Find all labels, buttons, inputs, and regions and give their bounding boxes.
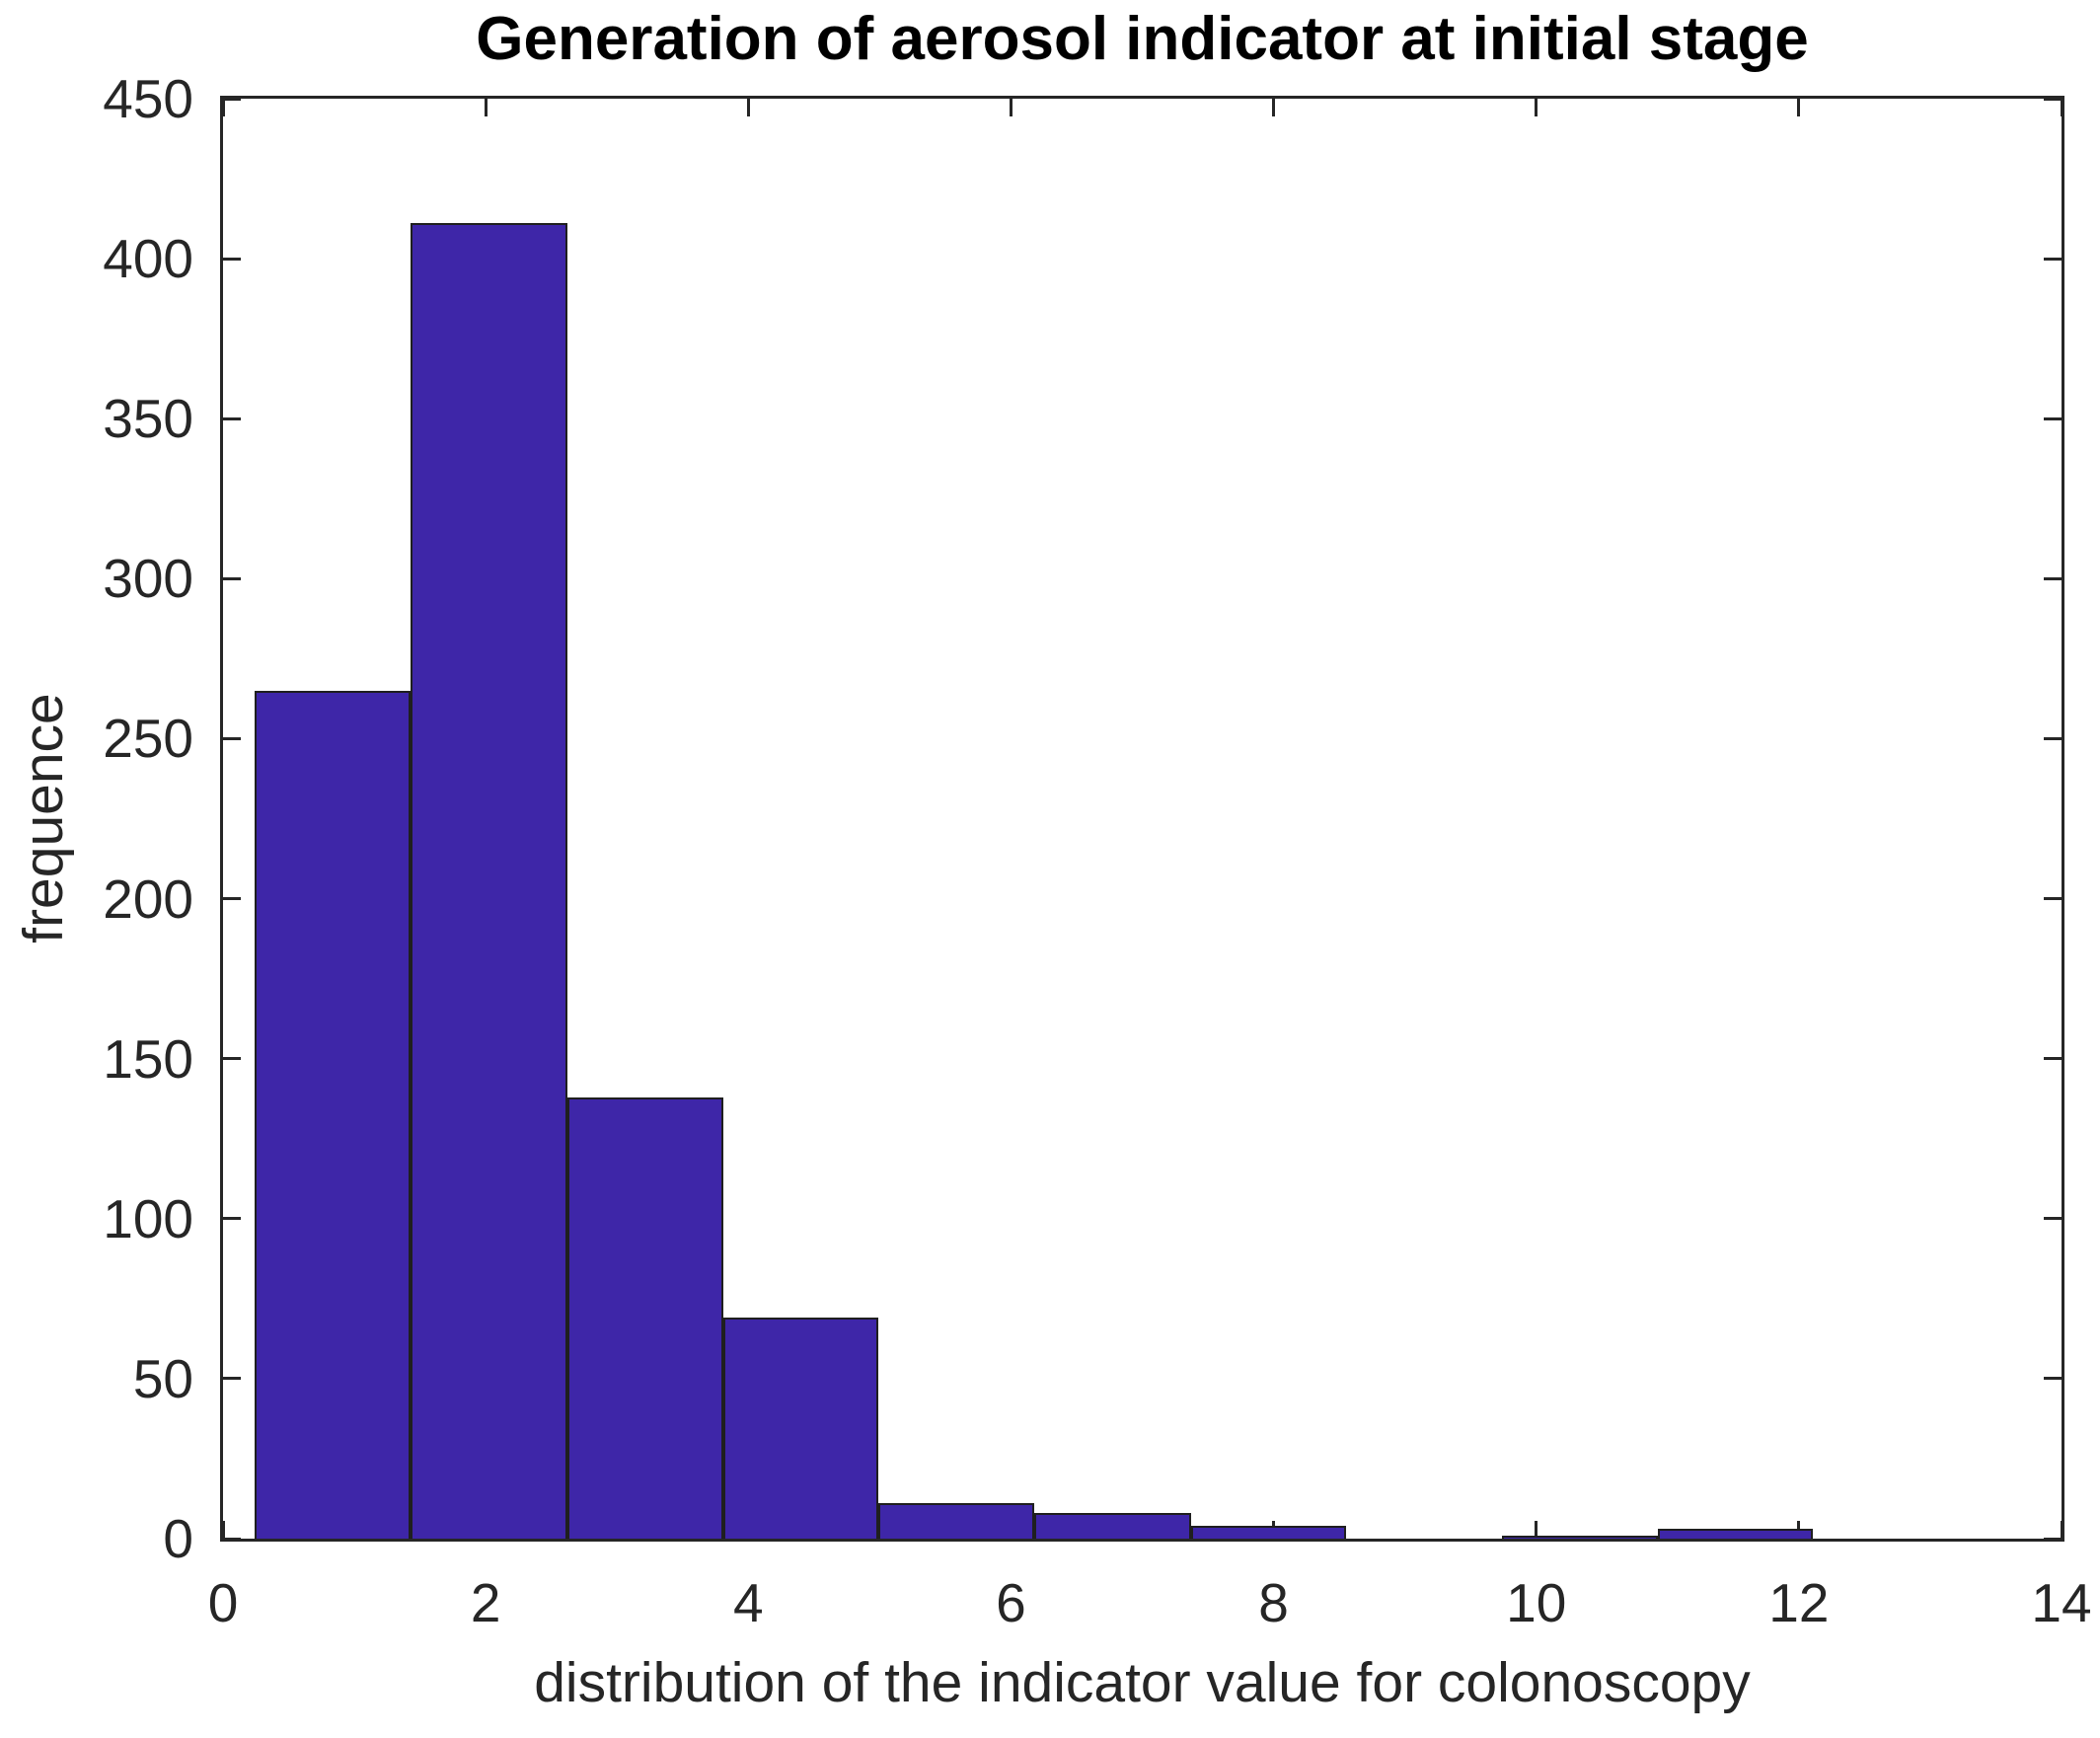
y-tick-mark [2044,1377,2062,1381]
y-tick-mark [2044,736,2062,740]
x-tick-label: 14 [2031,1572,2092,1633]
histogram-bar [254,690,412,1539]
x-tick-mark [484,99,488,116]
histogram-bar [878,1503,1035,1539]
x-tick-mark [2060,99,2063,116]
y-tick-label: 250 [103,708,193,770]
y-tick-mark [2044,97,2062,101]
y-tick-mark [2044,1057,2062,1061]
y-tick-mark [2044,576,2062,580]
histogram-bar [1190,1526,1346,1539]
y-tick-label: 300 [103,548,193,610]
y-tick-mark [2044,416,2062,420]
y-tick-mark [223,736,241,740]
x-tick-label: 0 [207,1572,239,1633]
y-tick-mark [223,257,241,261]
y-tick-mark [223,1057,241,1061]
plot-area [220,96,2064,1542]
chart-title: Generation of aerosol indicator at initi… [476,5,1809,73]
y-tick-mark [223,576,241,580]
histogram-bar [566,1096,723,1539]
y-tick-label: 450 [103,68,193,129]
y-tick-label: 50 [132,1347,193,1409]
y-tick-mark [2044,257,2062,261]
x-tick-mark [1535,99,1538,116]
x-tick-label: 8 [1258,1572,1289,1633]
y-tick-label: 200 [103,868,193,930]
x-tick-label: 12 [1768,1572,1830,1633]
y-tick-mark [223,1377,241,1381]
x-tick-mark [2060,1521,2063,1539]
x-tick-mark [1272,99,1276,116]
x-tick-label: 6 [996,1572,1026,1633]
y-tick-label: 100 [103,1187,193,1249]
x-tick-mark [1535,1521,1538,1539]
x-axis-label: distribution of the indicator value for … [534,1651,1751,1714]
y-tick-mark [2044,897,2062,901]
histogram-bar [1658,1529,1814,1539]
y-tick-label: 350 [103,388,193,450]
x-tick-mark [221,1521,225,1539]
y-tick-label: 150 [103,1027,193,1090]
histogram-bar [1034,1513,1191,1539]
y-tick-mark [223,416,241,420]
histogram-bar [723,1318,879,1539]
x-tick-mark [1797,99,1801,116]
x-tick-label: 4 [732,1572,764,1633]
x-tick-label: 2 [470,1572,501,1633]
y-tick-mark [223,897,241,901]
x-tick-mark [1009,99,1012,116]
y-tick-mark [223,1537,241,1541]
histogram-bar [1502,1535,1659,1539]
y-tick-mark [2044,1537,2062,1541]
y-tick-label: 0 [163,1508,193,1569]
x-tick-mark [746,99,750,116]
x-tick-label: 10 [1506,1572,1567,1633]
x-tick-mark [221,99,225,116]
y-tick-label: 400 [103,228,193,290]
histogram-bar [411,223,567,1539]
y-tick-mark [223,97,241,101]
y-tick-mark [223,1217,241,1221]
y-tick-mark [2044,1217,2062,1221]
